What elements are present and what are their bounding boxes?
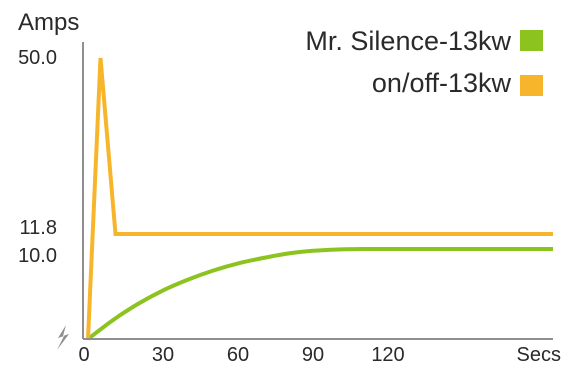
- x-tick-label: 60: [227, 344, 249, 366]
- legend-swatch-on-off: [520, 75, 543, 96]
- legend-label-mr-silence: Mr. Silence-13kw: [305, 26, 511, 56]
- series-lines: [86, 57, 553, 341]
- x-tick-label: 120: [371, 344, 404, 366]
- y-tick-label: 50.0: [18, 47, 57, 69]
- x-tick-label: 0: [78, 344, 89, 366]
- y-tick-label: 10.0: [18, 245, 57, 267]
- x-tick-label: 30: [152, 344, 174, 366]
- axis-break-icon: [57, 325, 69, 350]
- y-axis-label: Amps: [18, 9, 79, 36]
- y-tick-labels: 50.0 11.8 10.0: [18, 47, 57, 267]
- legend-label-on-off: on/off-13kw: [372, 68, 512, 98]
- x-tick-labels: 0 30 60 90 120: [78, 344, 404, 366]
- x-axis-label: Secs: [517, 344, 561, 366]
- series-line-0: [86, 246, 553, 341]
- y-tick-label: 11.8: [20, 217, 57, 239]
- x-tick-label: 90: [302, 344, 324, 366]
- series-line-1: [86, 57, 553, 340]
- legend-swatch-mr-silence: [520, 30, 543, 51]
